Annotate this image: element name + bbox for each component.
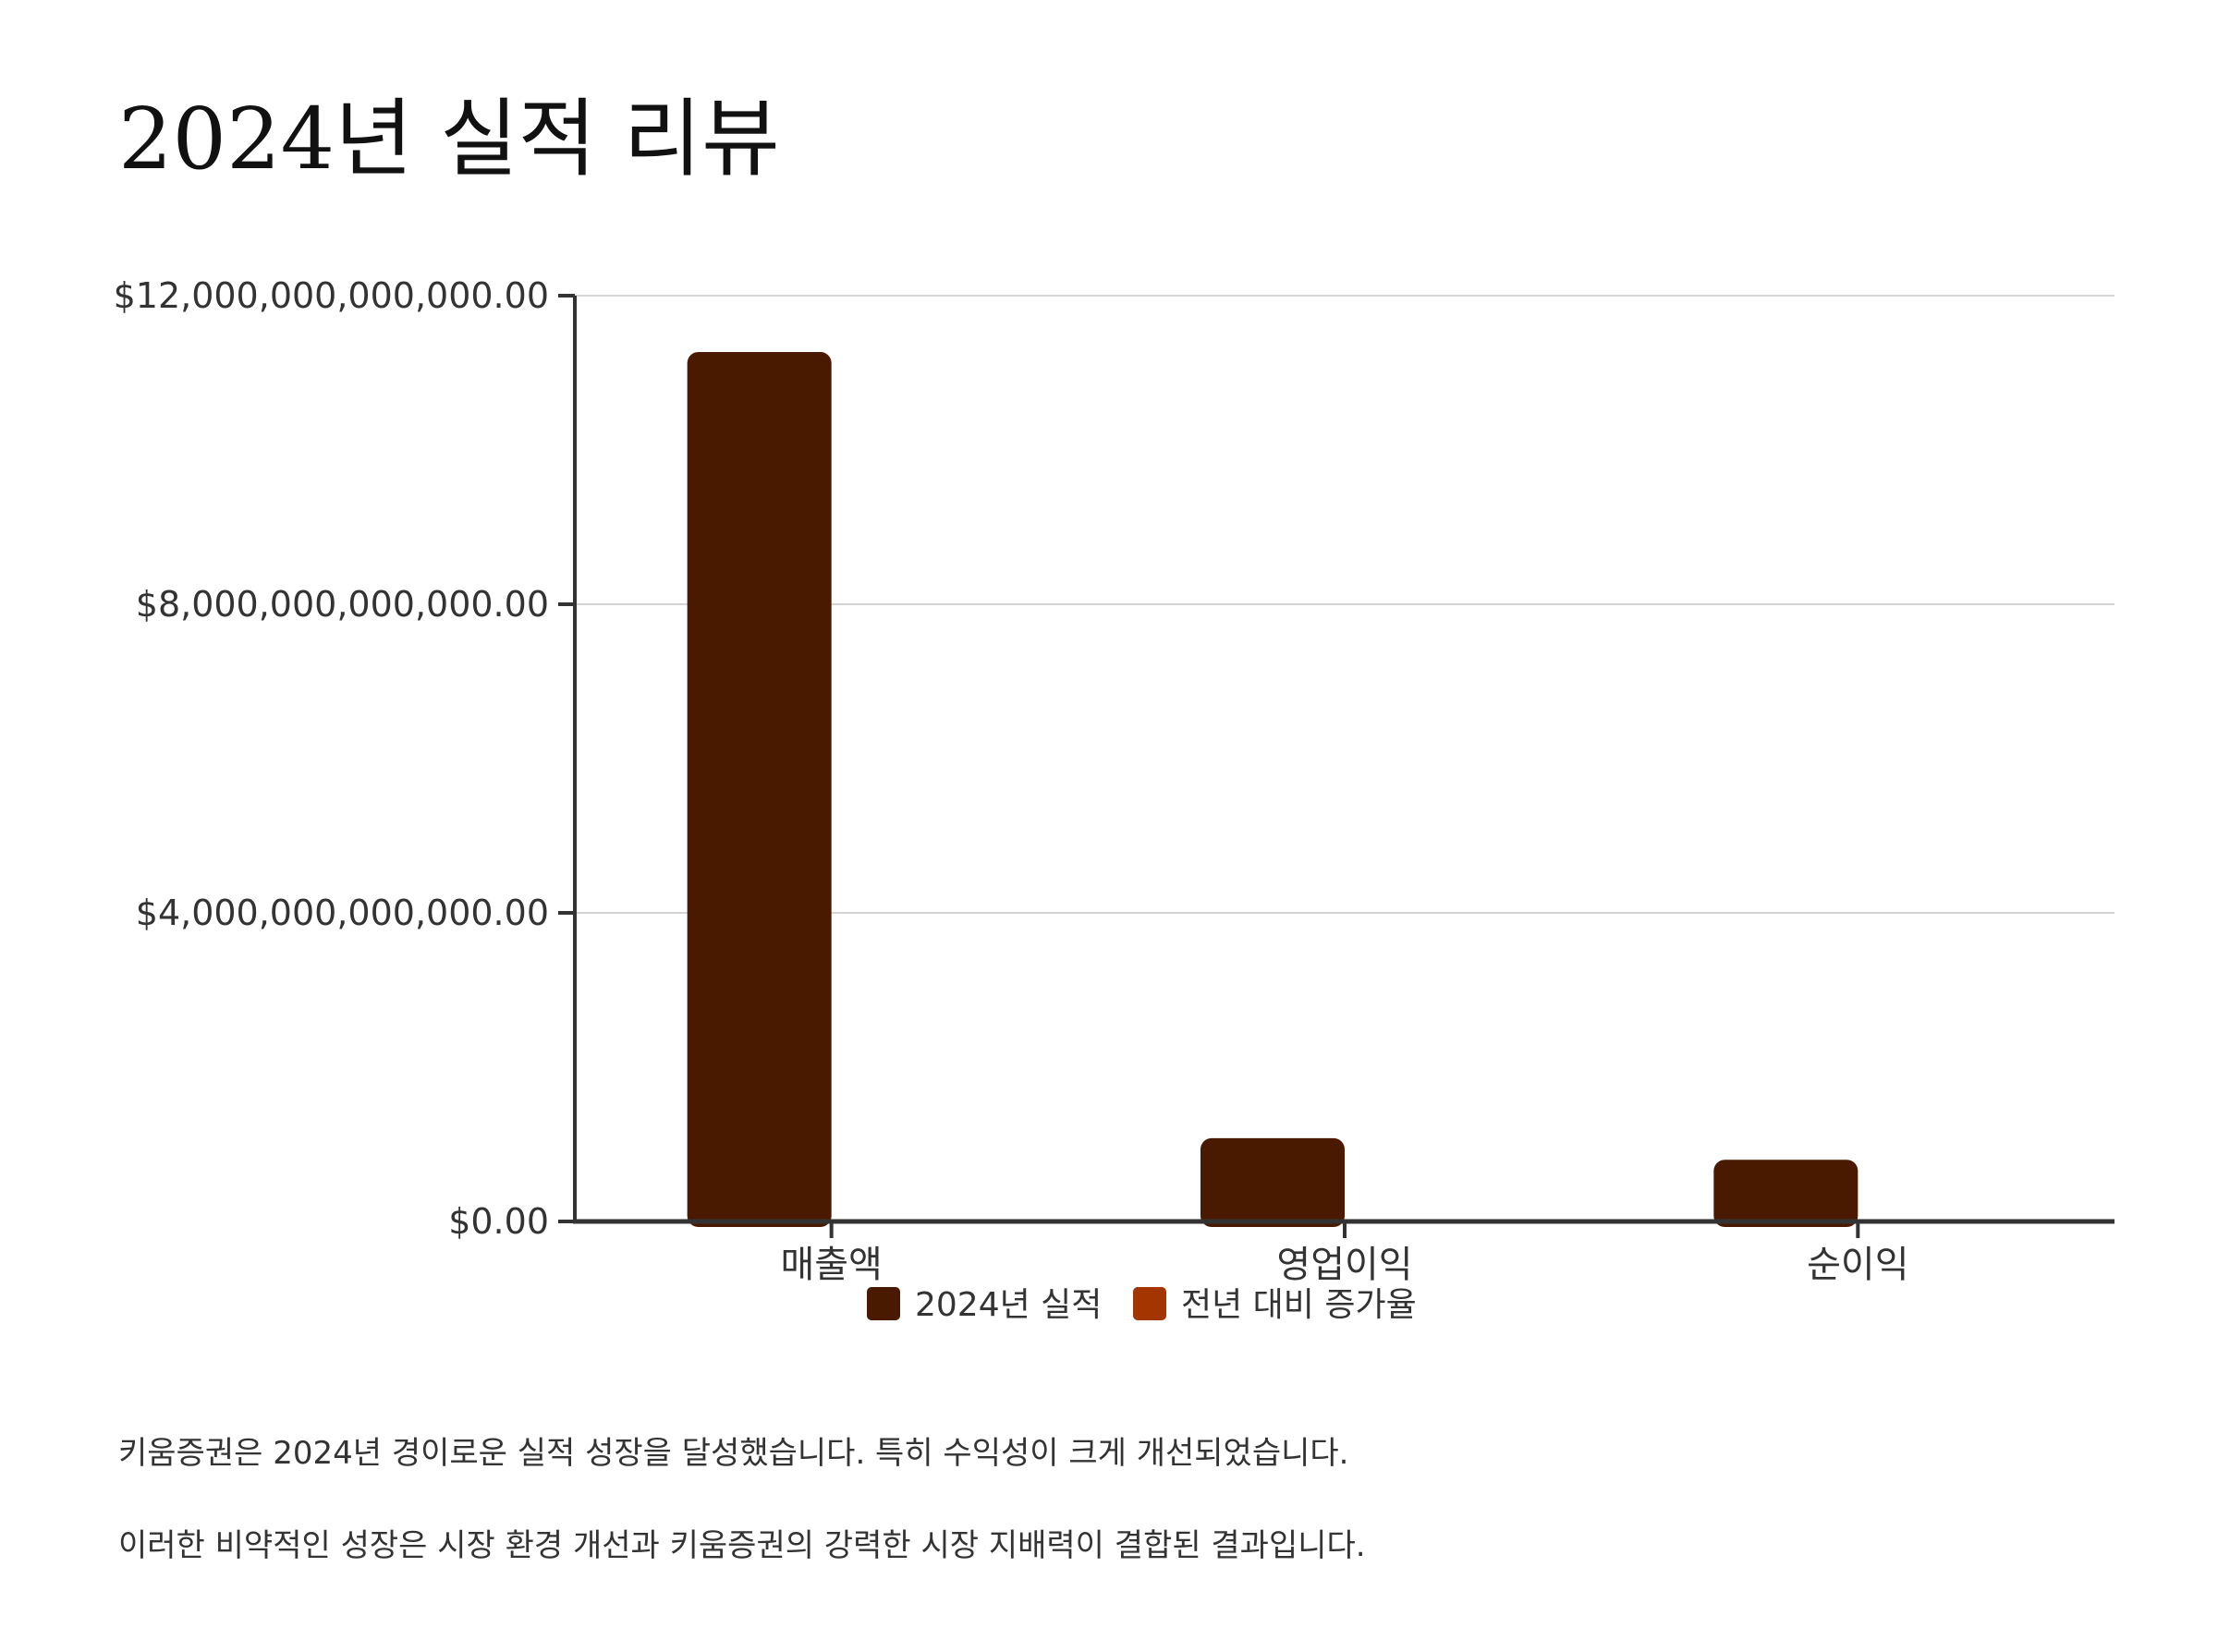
x-tick-label: 순이익 — [1807, 1244, 1908, 1286]
legend-label-1: 전년 대비 증가율 — [1181, 1286, 1417, 1324]
bar-2-0 — [1713, 1160, 1858, 1227]
bar-1-0 — [1200, 1137, 1345, 1227]
summary-paragraph-1: 키움증권은 2024년 경이로운 실적 성장을 달성했습니다. 특히 수익성이 … — [118, 1435, 1349, 1472]
bar-0-0 — [687, 351, 832, 1228]
bars — [687, 351, 1858, 1228]
legend-swatch-0 — [867, 1287, 900, 1320]
axes: $0.00 $4,000,000,000,000.00 $8,000,000,000… — [114, 275, 2114, 1286]
legend-swatch-1 — [1133, 1287, 1166, 1320]
x-tick-label: 영업이익 — [1276, 1244, 1412, 1286]
y-tick-label: $8,000,000,000,000.00 — [136, 584, 549, 625]
page-title: 2024년 실적 리뷰 — [118, 90, 780, 188]
summary-paragraph-2: 이러한 비약적인 성장은 시장 환경 개선과 키움증권의 강력한 시장 지배력이… — [118, 1527, 1366, 1564]
x-tick-label: 매출액 — [780, 1244, 882, 1286]
y-tick-label: $4,000,000,000,000.00 — [136, 893, 549, 933]
legend: 2024년 실적 전년 대비 증가율 — [867, 1286, 1417, 1324]
y-tick-label: $0.00 — [448, 1201, 549, 1242]
legend-label-0: 2024년 실적 — [915, 1286, 1102, 1324]
y-tick-label: $12,000,000,000,000.00 — [114, 275, 549, 316]
